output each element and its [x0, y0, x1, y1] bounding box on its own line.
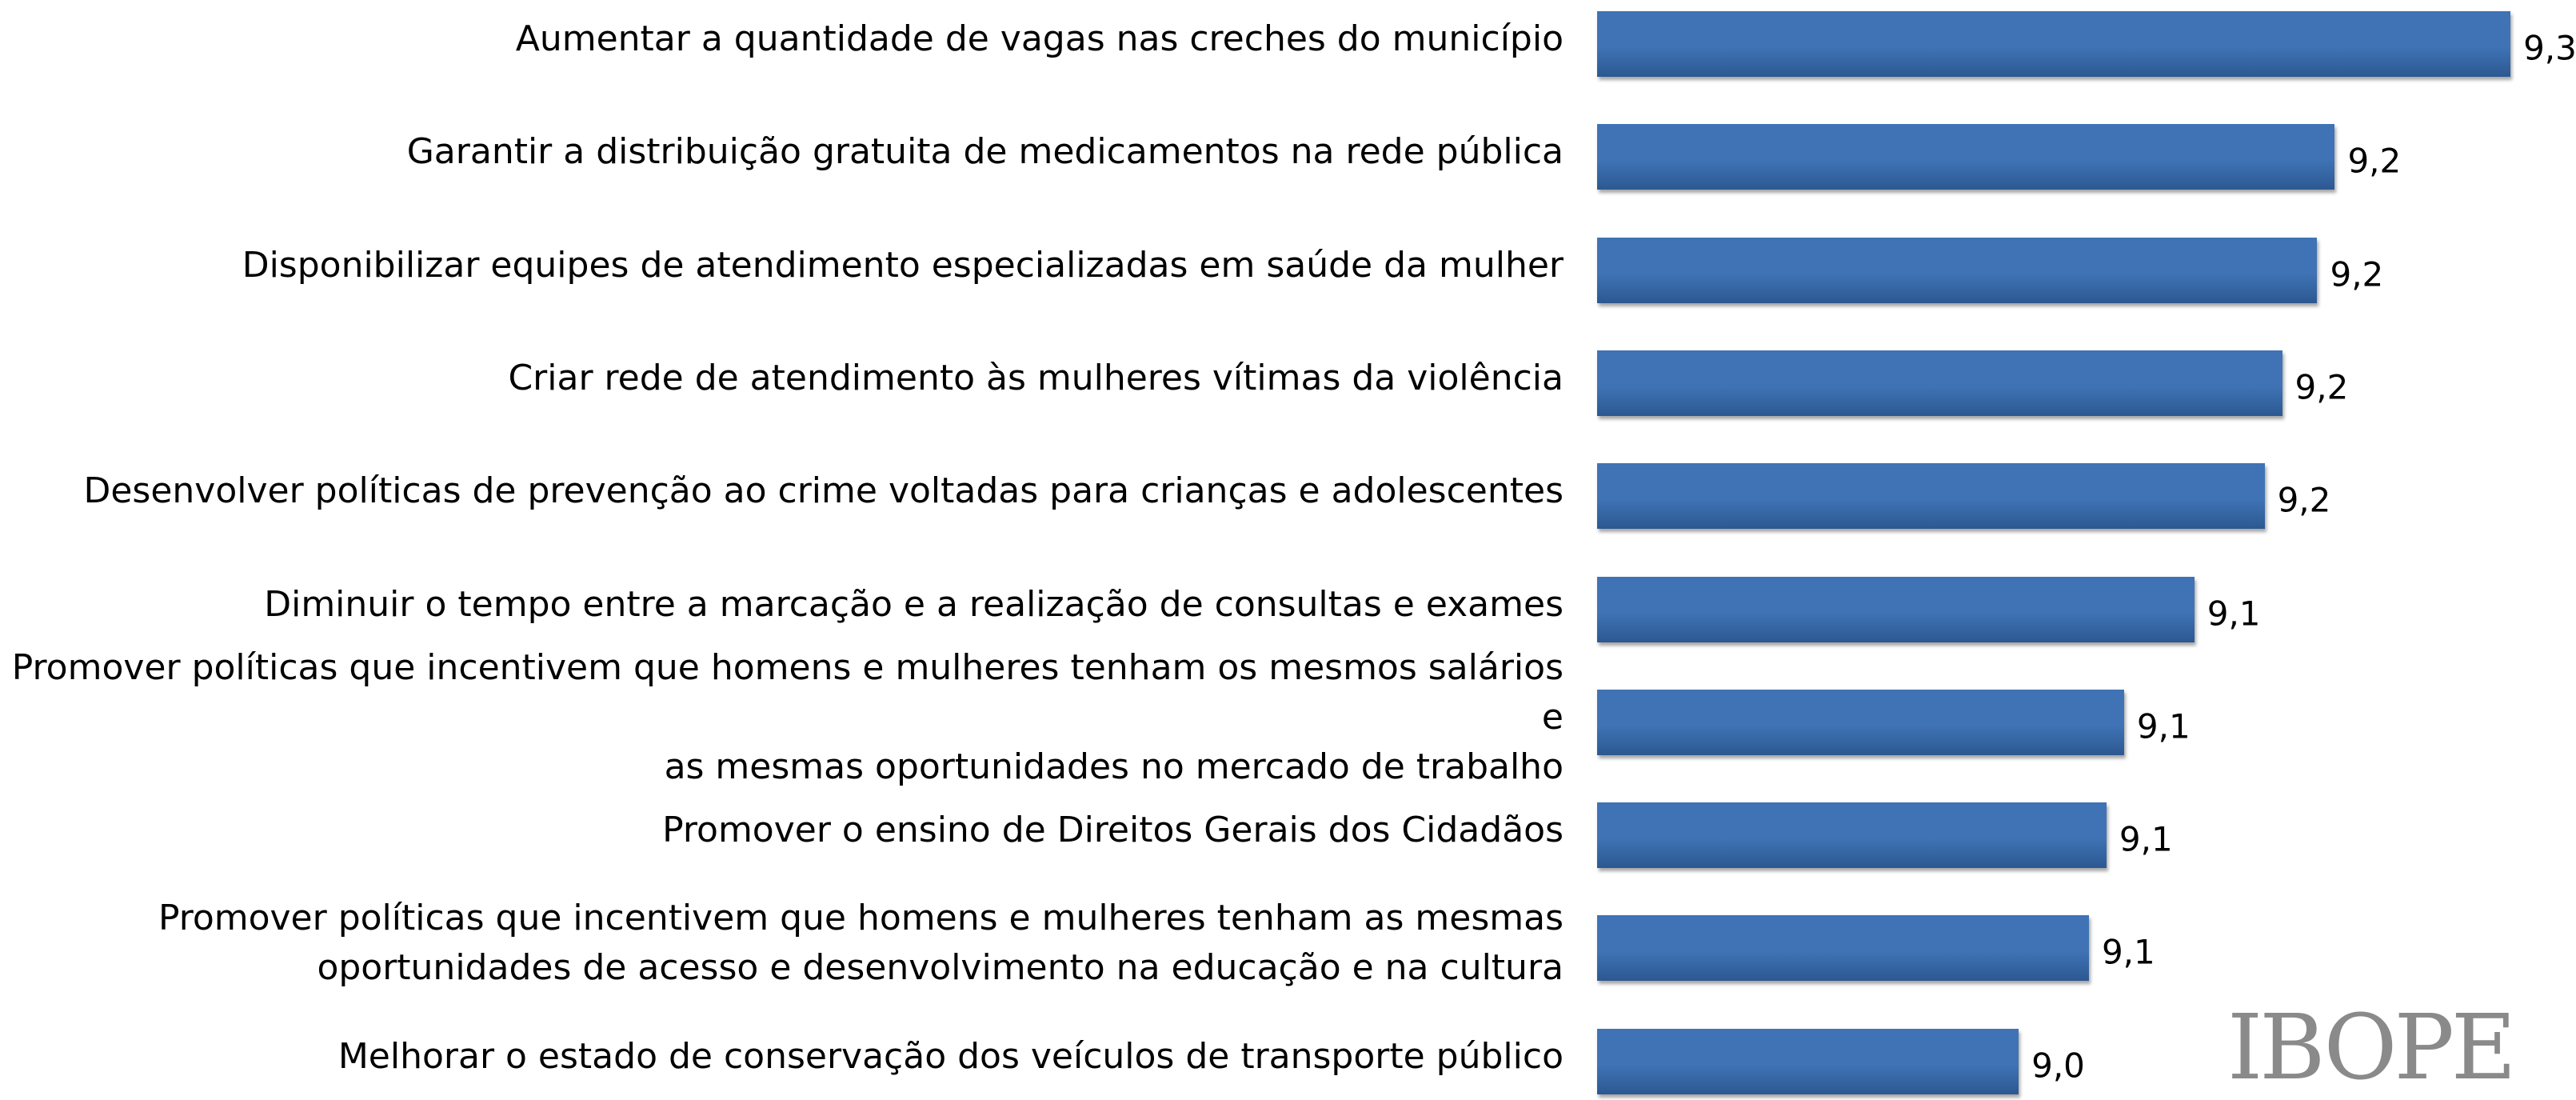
bar [1597, 576, 2195, 642]
bar [1597, 463, 2265, 530]
value-label: 9,0 [2031, 1046, 2085, 1086]
category-label: Desenvolver políticas de prevenção ao cr… [83, 470, 1564, 512]
category-label: Criar rede de atendimento às mulheres ví… [508, 357, 1564, 398]
value-label: 9,1 [2101, 932, 2155, 972]
logo: IBOPE [2227, 996, 2517, 1100]
category-label: Promover o ensino de Direitos Gerais dos… [662, 810, 1564, 851]
value-label: 9,2 [2330, 254, 2384, 294]
bar [1597, 11, 2511, 77]
value-label: 9,1 [2119, 819, 2173, 859]
category-label: Promover políticas que incentivem que ho… [11, 646, 1564, 787]
category-label: Promover políticas que incentivem que ho… [158, 898, 1564, 989]
bar [1597, 124, 2335, 190]
category-label: Melhorar o estado de conservação dos veí… [337, 1035, 1564, 1077]
value-label: 9,2 [2347, 141, 2402, 181]
category-label: Garantir a distribuição gratuita de medi… [406, 131, 1564, 173]
category-label: Aumentar a quantidade de vagas nas crech… [515, 18, 1564, 59]
category-label: Diminuir o tempo entre a marcação e a re… [264, 583, 1564, 625]
bar [1597, 915, 2089, 982]
bar [1597, 802, 2107, 869]
value-label: 9,1 [2207, 593, 2261, 633]
value-label: 9,3 [2523, 28, 2576, 68]
bar [1597, 237, 2318, 303]
bar [1597, 350, 2282, 416]
value-label: 9,1 [2136, 706, 2191, 746]
bar [1597, 689, 2124, 755]
value-label: 9,2 [2294, 367, 2349, 407]
bar [1597, 1028, 2019, 1094]
value-label: 9,2 [2277, 480, 2331, 520]
category-label: Disponibilizar equipes de atendimento es… [242, 244, 1564, 286]
